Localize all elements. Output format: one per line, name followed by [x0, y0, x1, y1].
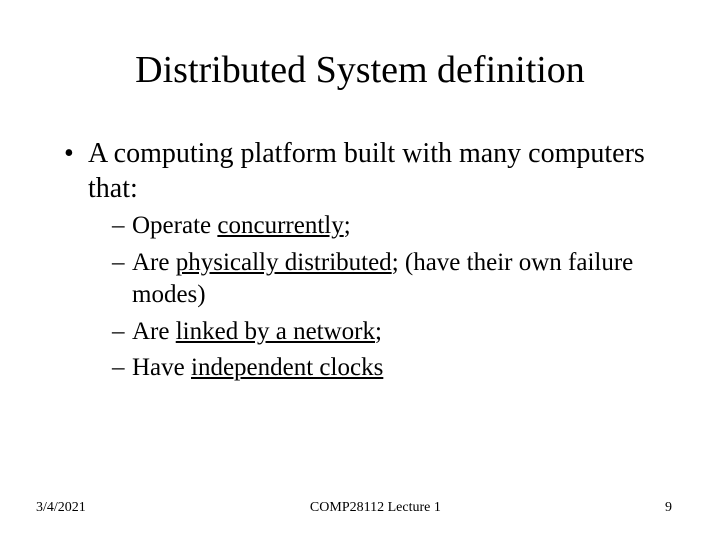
- sub-item-suffix: ;: [344, 212, 351, 239]
- sub-item-prefix: Are: [132, 318, 176, 345]
- sub-item-underlined: physically distributed: [176, 249, 392, 276]
- sub-item-prefix: Operate: [132, 212, 217, 239]
- slide: Distributed System definition A computin…: [0, 0, 720, 540]
- footer: 3/4/2021 COMP28112 Lecture 1 9: [0, 500, 720, 516]
- sub-item: Are physically distributed; (have their …: [112, 247, 656, 312]
- slide-title: Distributed System definition: [64, 48, 656, 92]
- sub-item-suffix: ;: [375, 318, 382, 345]
- sub-list: Operate concurrently; Are physically dis…: [88, 210, 656, 385]
- bullet-lead-text: A computing platform built with many com…: [88, 138, 645, 204]
- sub-item: Operate concurrently;: [112, 210, 656, 243]
- footer-center: COMP28112 Lecture 1: [310, 500, 441, 516]
- sub-item: Have independent clocks: [112, 352, 656, 385]
- bullet-lead: A computing platform built with many com…: [64, 136, 656, 385]
- footer-date: 3/4/2021: [36, 500, 86, 516]
- footer-page: 9: [665, 500, 672, 516]
- sub-item-prefix: Have: [132, 354, 191, 381]
- sub-item-prefix: Are: [132, 249, 176, 276]
- bullet-list: A computing platform built with many com…: [64, 136, 656, 385]
- sub-item-underlined: concurrently: [217, 212, 343, 239]
- sub-item: Are linked by a network;: [112, 316, 656, 349]
- sub-item-underlined: independent clocks: [191, 354, 383, 381]
- sub-item-underlined: linked by a network: [176, 318, 375, 345]
